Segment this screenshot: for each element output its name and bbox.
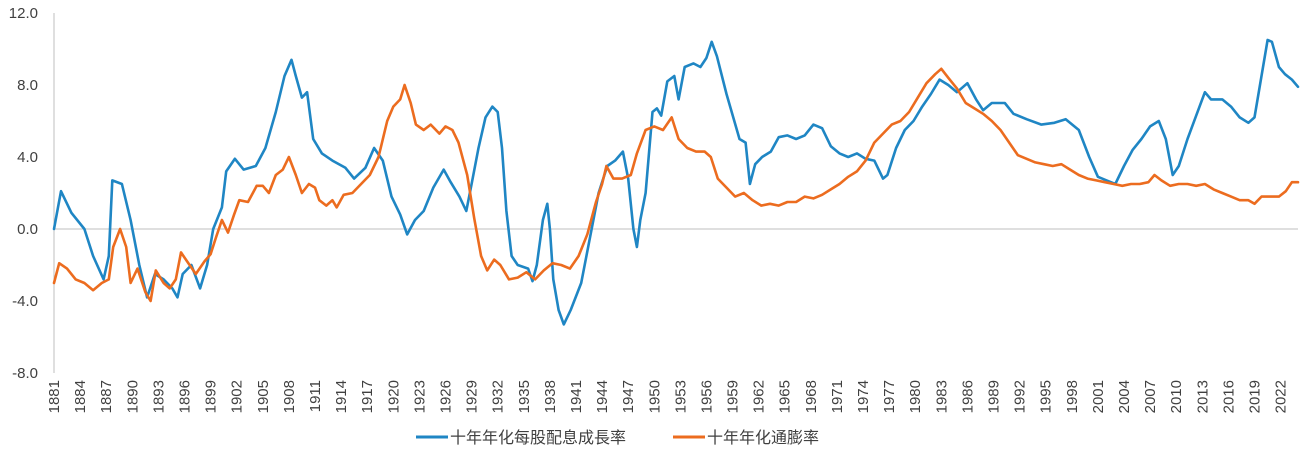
x-tick-label: 1962	[751, 380, 768, 413]
x-tick-label: 1887	[98, 380, 115, 413]
x-tick-label: 1956	[698, 380, 715, 413]
x-tick-label: 1944	[594, 380, 611, 413]
x-tick-label: 2010	[1168, 380, 1185, 413]
x-tick-label: 1893	[150, 380, 167, 413]
x-tick-label: 1974	[855, 380, 872, 413]
x-tick-label: 1917	[359, 380, 376, 413]
x-tick-label: 1971	[829, 380, 846, 413]
x-tick-label: 1929	[464, 380, 481, 413]
x-tick-label: 1989	[986, 380, 1003, 413]
x-tick-label: 1980	[907, 380, 924, 413]
series-line-1	[52, 38, 1300, 326]
legend: 十年年化每股配息成長率 十年年化通膨率	[416, 429, 819, 447]
x-tick-label: 1983	[933, 380, 950, 413]
x-tick-label: 1950	[646, 380, 663, 413]
x-tick-label: 1884	[72, 380, 89, 413]
x-tick-label: 1881	[46, 380, 63, 413]
x-tick-label: 1947	[620, 380, 637, 413]
x-tick-label: 1995	[1038, 380, 1055, 413]
x-tick-label: 1998	[1064, 380, 1081, 413]
x-tick-label: 1920	[385, 380, 402, 413]
x-tick-label: 1959	[725, 380, 742, 413]
x-tick-label: 1899	[203, 380, 220, 413]
x-tick-label: 1938	[542, 380, 559, 413]
y-tick-label: 0.0	[17, 221, 38, 238]
x-tick-label: 2022	[1273, 380, 1290, 413]
x-tick-label: 1935	[516, 380, 533, 413]
x-tick-label: 1905	[255, 380, 272, 413]
x-tick-label: 2007	[1142, 380, 1159, 413]
x-tick-label: 2004	[1116, 380, 1133, 413]
x-tick-label: 1908	[281, 380, 298, 413]
x-tick-label: 1941	[568, 380, 585, 413]
legend-label-2: 十年年化通膨率	[707, 429, 819, 447]
x-tick-label: 1953	[672, 380, 689, 413]
x-tick-label: 1968	[803, 380, 820, 413]
x-tick-label: 2013	[1194, 380, 1211, 413]
x-tick-label: 1977	[881, 380, 898, 413]
plot-area	[52, 38, 1300, 326]
series-line-2	[52, 67, 1300, 303]
y-tick-label: -4.0	[12, 293, 38, 310]
y-tick-label: 12.0	[9, 5, 38, 22]
x-tick-label: 2001	[1090, 380, 1107, 413]
x-tick-label: 1902	[229, 380, 246, 413]
y-tick-label: 8.0	[17, 77, 38, 94]
x-tick-label: 1986	[959, 380, 976, 413]
x-tick-label: 2019	[1247, 380, 1264, 413]
y-tick-label: 4.0	[17, 149, 38, 166]
x-tick-label: 1923	[411, 380, 428, 413]
x-axis: 1881 1884 1887 1890 1893 1896 1899 1902 1905 1908…	[46, 380, 1290, 413]
x-tick-label: 1890	[124, 380, 141, 413]
y-axis: 12.0 8.0 4.0 0.0 -4.0 -8.0	[9, 5, 55, 382]
x-tick-label: 1911	[307, 380, 324, 412]
x-tick-label: 1926	[437, 380, 454, 413]
x-tick-label: 1914	[333, 380, 350, 413]
x-tick-label: 2016	[1220, 380, 1237, 413]
legend-label-1: 十年年化每股配息成長率	[450, 429, 626, 447]
x-tick-label: 1965	[777, 380, 794, 413]
x-tick-label: 1896	[176, 380, 193, 413]
x-tick-label: 1992	[1012, 380, 1029, 413]
x-tick-label: 1932	[490, 380, 507, 413]
y-tick-label: -8.0	[12, 365, 38, 382]
